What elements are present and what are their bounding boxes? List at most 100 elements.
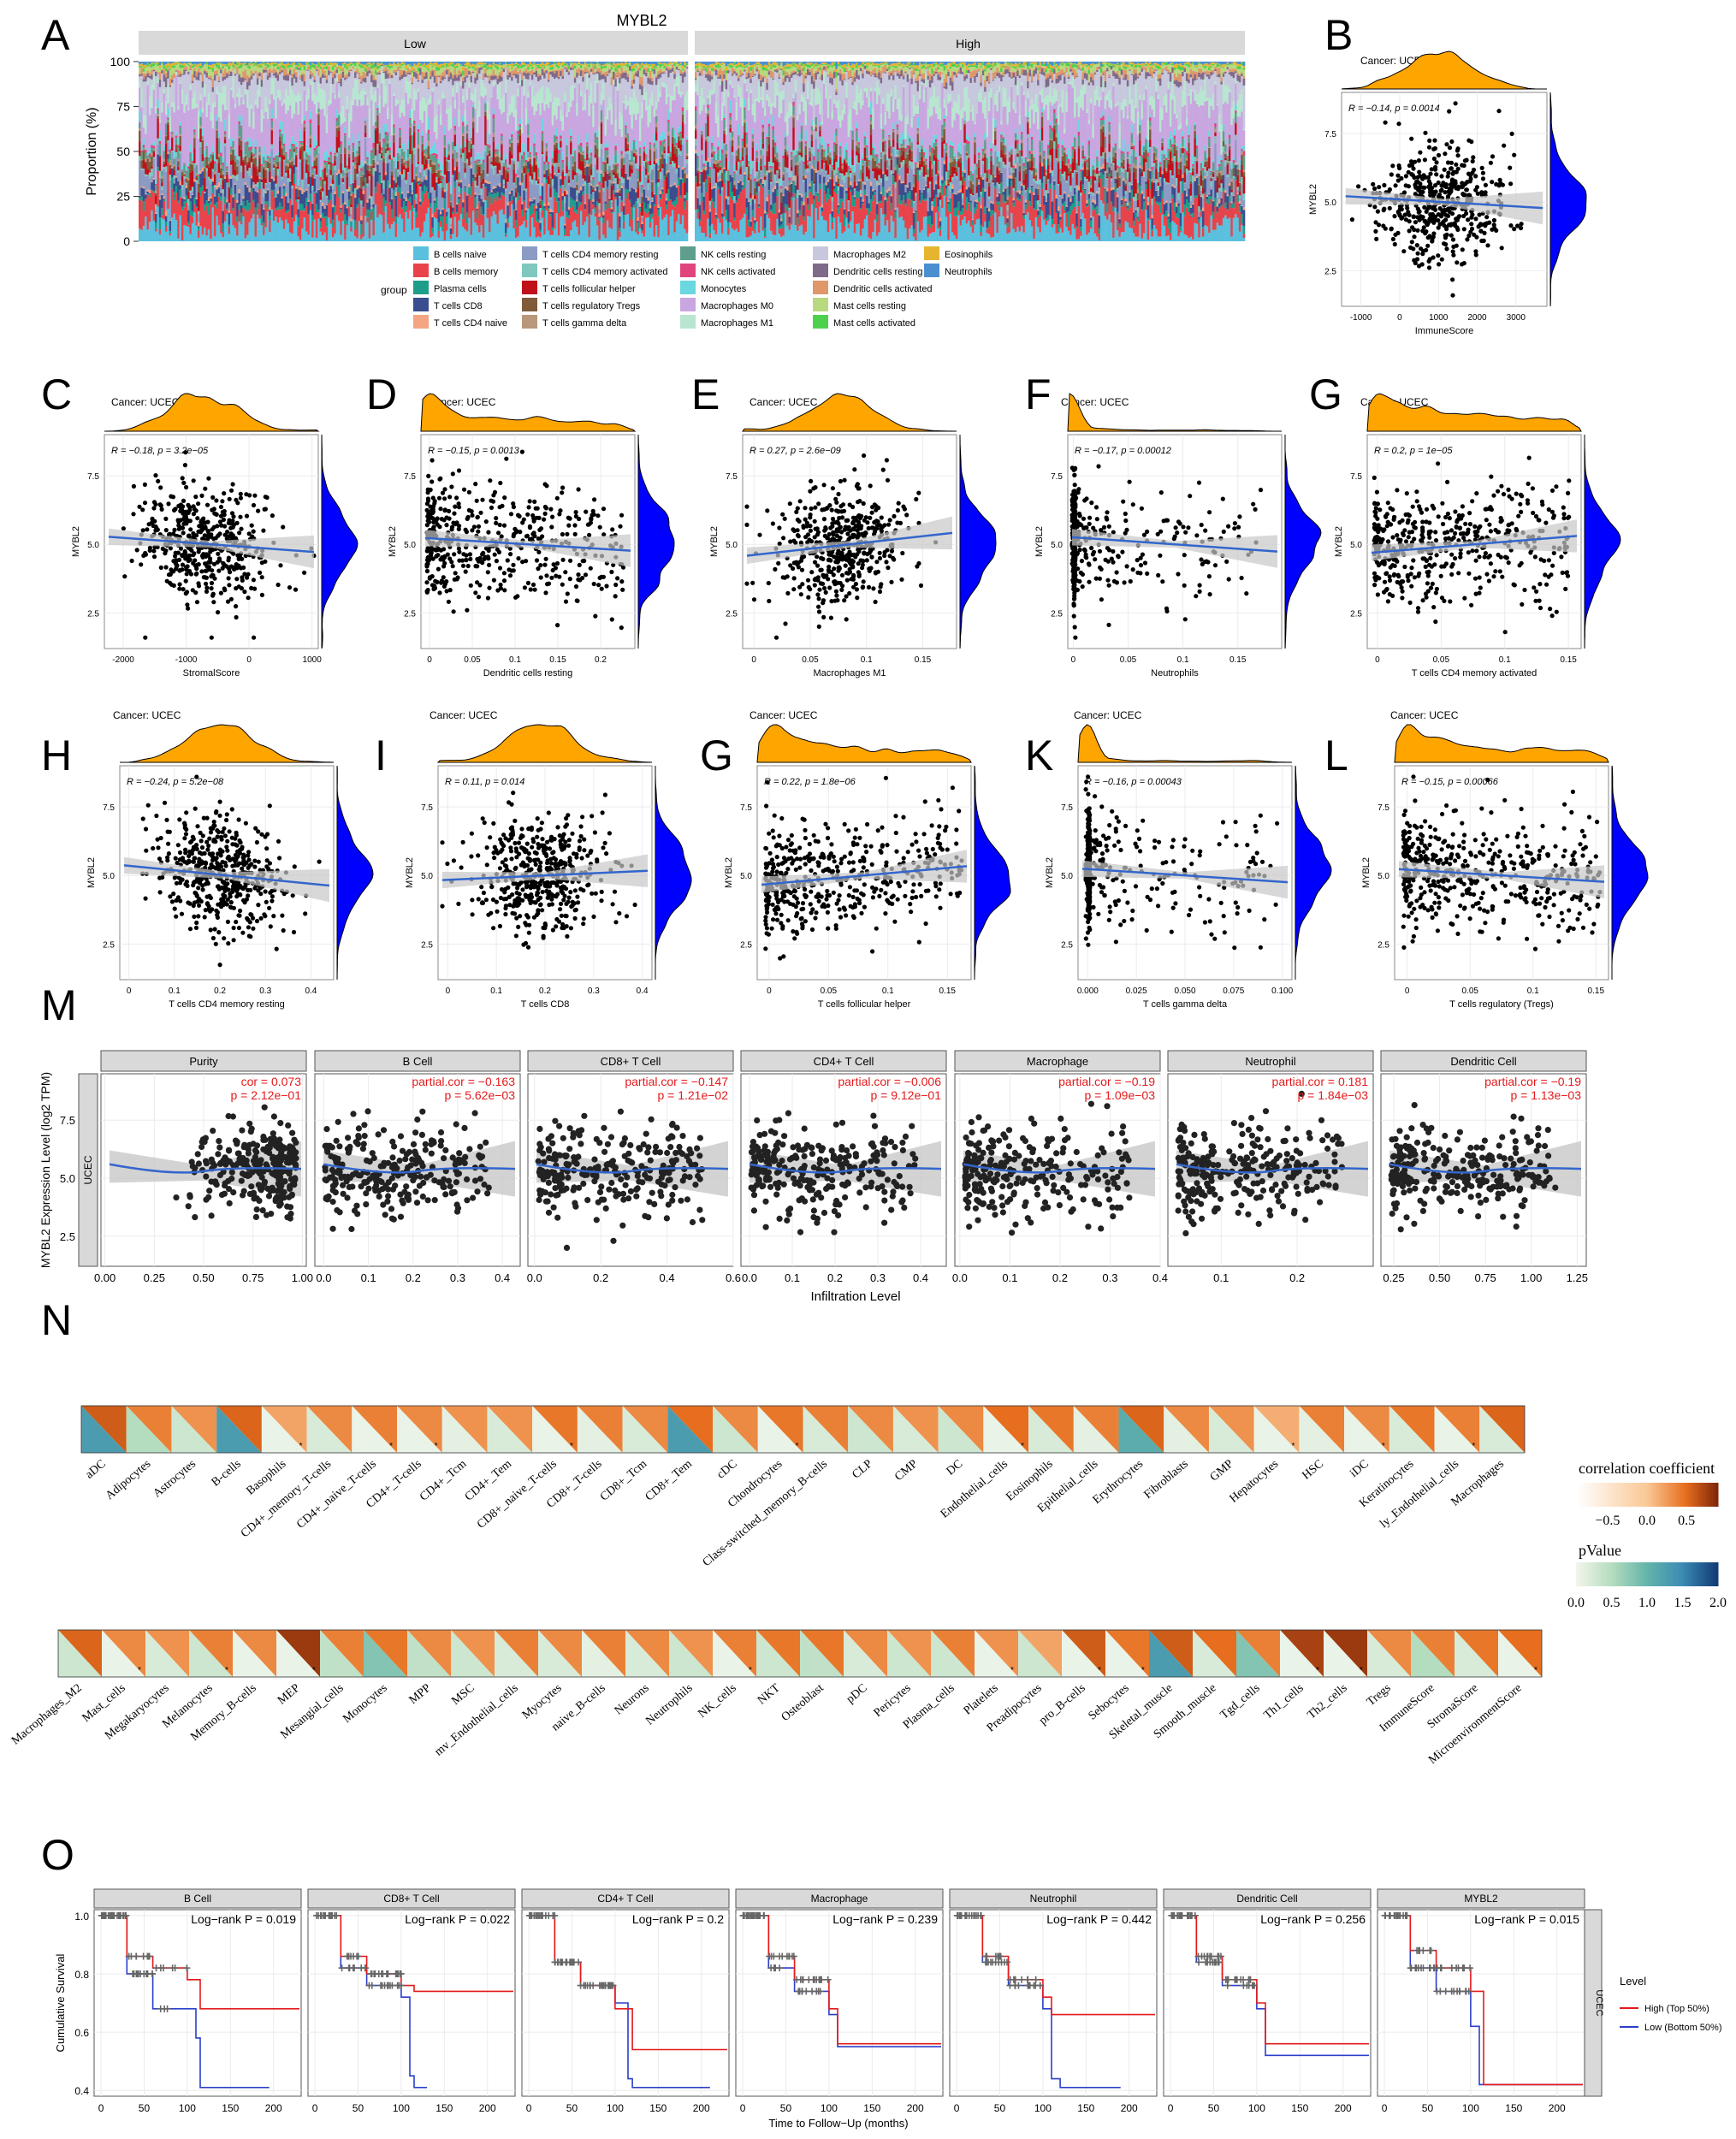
bar-segment — [424, 193, 426, 222]
bar-segment — [177, 70, 180, 76]
bar-segment — [240, 68, 243, 77]
bar-segment — [418, 88, 420, 91]
bar-segment — [441, 62, 444, 64]
bar-segment — [186, 184, 188, 185]
bar-segment — [320, 62, 323, 64]
bar-segment — [175, 64, 178, 65]
bar-segment — [543, 68, 546, 70]
bar-segment — [372, 148, 375, 159]
bar-segment — [487, 78, 489, 103]
bar-segment — [462, 96, 465, 103]
bar-segment — [574, 151, 577, 152]
bar-segment — [220, 192, 222, 193]
bar-segment — [287, 160, 290, 161]
bar-segment — [376, 182, 379, 183]
bar-segment — [153, 157, 156, 159]
bar-segment — [293, 163, 296, 164]
bar-segment — [301, 81, 304, 120]
bar-segment — [413, 88, 416, 110]
bar-segment — [248, 138, 251, 147]
bar-segment — [381, 65, 383, 66]
bar-segment — [462, 103, 465, 116]
bar-segment — [252, 75, 255, 112]
bar-segment — [562, 79, 565, 115]
bar-segment — [183, 175, 186, 176]
bar-segment — [214, 71, 216, 74]
bar-segment — [240, 172, 243, 205]
bar-segment — [425, 133, 428, 142]
bar-segment — [578, 145, 581, 150]
bar-segment — [295, 147, 298, 149]
bar-segment — [487, 75, 489, 77]
bar-segment — [153, 69, 156, 70]
bar-segment — [558, 68, 560, 70]
bar-segment — [224, 64, 227, 66]
bar-segment — [257, 203, 259, 209]
bar-segment — [576, 64, 578, 68]
bar-segment — [468, 141, 471, 143]
bar-segment — [379, 113, 382, 128]
bar-segment — [454, 188, 457, 217]
bar-segment — [391, 218, 394, 225]
bar-segment — [360, 84, 363, 92]
bar-segment — [332, 228, 335, 238]
bar-segment — [511, 134, 513, 137]
bar-segment — [252, 113, 255, 129]
bar-segment — [334, 160, 336, 165]
bar-segment — [167, 154, 169, 158]
bar-segment — [336, 157, 339, 173]
bar-segment — [584, 74, 587, 93]
bar-segment — [255, 62, 258, 66]
bar-segment — [263, 167, 265, 169]
bar-segment — [301, 139, 304, 141]
bar-segment — [531, 165, 534, 166]
bar-segment — [539, 201, 542, 205]
bar-segment — [450, 224, 453, 228]
bar-segment — [543, 164, 546, 170]
bar-segment — [295, 67, 298, 69]
bar-segment — [370, 71, 373, 75]
bar-segment — [418, 185, 420, 228]
bar-segment — [460, 157, 463, 158]
bar-segment — [139, 196, 141, 198]
bar-segment — [549, 199, 552, 209]
bar-segment — [196, 165, 198, 166]
bar-segment — [422, 192, 424, 202]
bar-segment — [293, 64, 296, 68]
bar-segment — [199, 66, 202, 68]
bar-segment — [507, 182, 509, 183]
bar-segment — [422, 164, 424, 168]
bar-segment — [354, 221, 357, 230]
bar-segment — [348, 145, 351, 150]
bar-segment — [216, 202, 218, 208]
bar-segment — [444, 96, 447, 98]
bar-segment — [462, 199, 465, 202]
bar-segment — [572, 100, 574, 149]
bar-segment — [245, 80, 247, 89]
bar-segment — [252, 65, 255, 66]
bar-segment — [566, 156, 568, 157]
bar-segment — [464, 142, 466, 147]
bar-segment — [230, 62, 233, 63]
bar-segment — [153, 221, 156, 241]
bar-segment — [328, 67, 330, 71]
bar-segment — [379, 172, 382, 175]
bar-segment — [264, 161, 267, 163]
bar-segment — [483, 184, 485, 186]
bar-segment — [496, 163, 499, 175]
bar-segment — [145, 68, 147, 74]
bar-segment — [385, 65, 388, 66]
bar-segment — [409, 82, 412, 98]
bar-segment — [499, 152, 501, 157]
bar-segment — [419, 67, 422, 68]
bar-segment — [588, 175, 590, 183]
bar-segment — [527, 70, 530, 72]
bar-segment — [483, 74, 485, 79]
bar-segment — [558, 196, 560, 197]
bar-segment — [375, 79, 377, 80]
bar-segment — [240, 62, 243, 63]
bar-segment — [471, 161, 473, 164]
bar-segment — [558, 169, 560, 173]
bar-segment — [155, 62, 157, 65]
bar-segment — [264, 178, 267, 183]
